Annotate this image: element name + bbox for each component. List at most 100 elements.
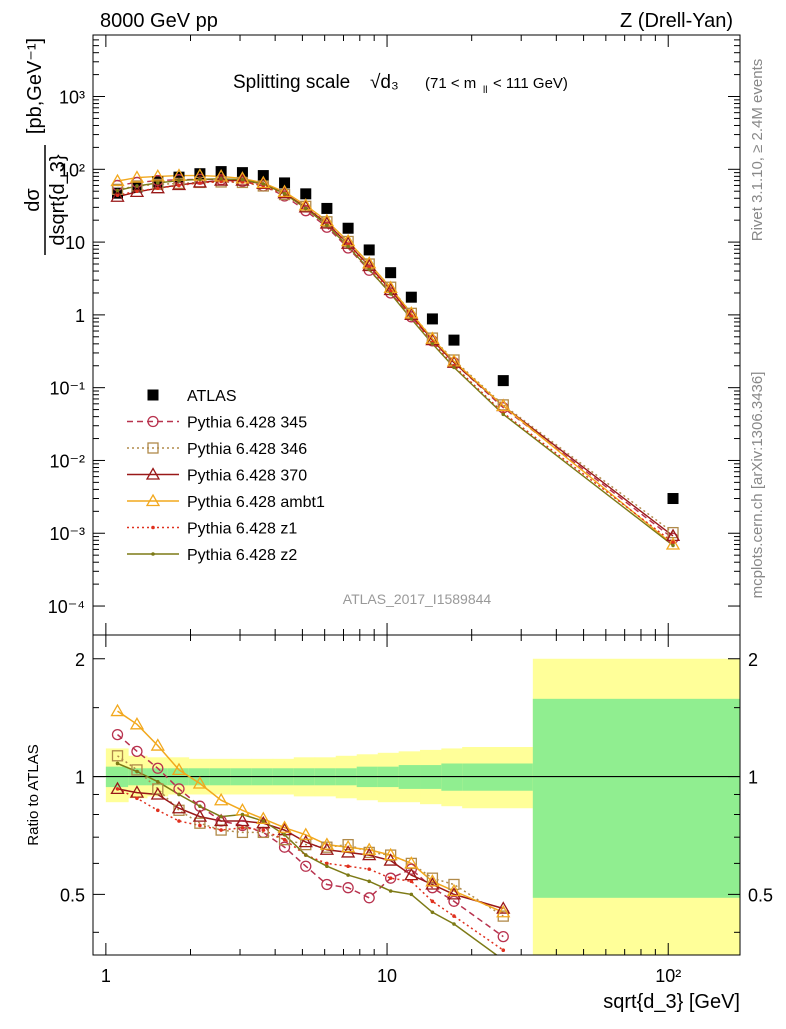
atlas-data-point — [112, 187, 124, 199]
series-point-z1 — [198, 181, 202, 185]
ratio-point-p370 — [425, 877, 440, 890]
main-panel-frame — [92, 34, 741, 636]
ratio-point-p345 — [300, 860, 312, 872]
process-label: Z (Drell-Yan) — [620, 10, 733, 32]
series-point-z2 — [430, 342, 435, 346]
ratio-point-z2 — [115, 761, 120, 766]
ratio-point-ambt1 — [319, 837, 335, 850]
ylabel-denominator: dsqrt{d_3} — [47, 154, 69, 246]
atlas-data-point — [497, 375, 509, 387]
ratio-point-z1 — [135, 796, 139, 801]
series-point-p370 — [277, 185, 292, 199]
ratio-point-z1 — [198, 823, 202, 828]
ratio-point-z1 — [219, 828, 223, 832]
series-point-z2 — [198, 177, 202, 182]
x-axis-label: sqrt{d_3} [GeV] — [603, 991, 740, 1013]
ratio-point-z1 — [155, 808, 160, 813]
ratio-point-z1 — [346, 864, 350, 869]
series-point-p370 — [214, 173, 229, 186]
legend-label-p346: Pythia 6.428 346 — [187, 441, 307, 458]
series-line-ambt1 — [117, 174, 674, 546]
ratio-point-ambt1 — [171, 762, 187, 776]
ratio-point-p370 — [192, 809, 208, 822]
main-title-sub: ll — [483, 85, 487, 96]
legend-marker-z1 — [151, 525, 155, 530]
series-point-p370 — [192, 175, 208, 188]
ratio-point-p370 — [171, 800, 187, 814]
mcplots-label: mcplots.cern.ch [arXiv:1306.3436] — [749, 372, 766, 599]
series-point-ambt1 — [129, 170, 145, 183]
legend-label-z2: Pythia 6.428 z2 — [187, 547, 297, 564]
ratio-point-ambt1 — [256, 811, 271, 824]
ratio-y-label: Ratio to ATLAS — [25, 744, 42, 845]
y-tick-label: 10² — [59, 160, 85, 180]
ratio-point-z1 — [177, 819, 181, 823]
main-title-range: (71 < m — [425, 75, 476, 92]
ratio-point-ambt1 — [192, 776, 208, 789]
ratio-point-p345 — [342, 882, 354, 894]
atlas-data-point — [667, 493, 679, 505]
ratio-point-z1 — [501, 948, 506, 953]
series-point-z2 — [346, 244, 350, 249]
atlas-data-point — [257, 170, 269, 182]
series-line-p345 — [117, 178, 674, 539]
ratio-point-z2 — [282, 832, 287, 837]
legend-marker-z2 — [151, 552, 155, 556]
series-point-z1 — [135, 189, 139, 194]
ratio-point-p345 — [152, 762, 164, 774]
ratio-point-ambt1 — [214, 792, 229, 806]
ratio-point-ambt1 — [110, 703, 125, 717]
series-point-p370 — [129, 184, 145, 198]
series-point-z1 — [219, 179, 223, 184]
main-series-lines — [117, 174, 674, 546]
ratio-y-tick-label: 2 — [75, 650, 85, 670]
atlas-data-point — [300, 188, 312, 200]
main-title-text: Splitting scale — [233, 72, 350, 93]
y-tick-label: 10⁻¹ — [49, 379, 85, 399]
series-point-z2 — [671, 543, 675, 548]
ratio-y-tick-label: 0.5 — [60, 885, 85, 905]
x-tick-label: 1 — [101, 966, 111, 986]
ratio-point-ambt1 — [404, 856, 419, 869]
series-point-z2 — [240, 177, 245, 182]
x-tick-label: 10² — [655, 966, 681, 986]
ratio-point-p345 — [385, 872, 397, 884]
ratio-point-z2 — [430, 910, 435, 915]
series-point-z1 — [115, 193, 120, 198]
ratio-point-ambt1 — [425, 873, 440, 887]
series-point-z2 — [409, 317, 414, 321]
ratio-point-z1 — [282, 837, 287, 842]
ylabel-unit: [pb,GeV⁻¹] — [24, 38, 46, 134]
ratio-point-p346 — [194, 817, 206, 829]
ratio-point-ambt1 — [340, 839, 356, 853]
main-series-markers — [110, 166, 681, 550]
ratio-point-ambt1 — [362, 842, 377, 855]
ratio-point-p345 — [497, 930, 509, 943]
main-y-label: dσ dsqrt{d_3} [pb,GeV⁻¹] — [22, 38, 69, 255]
ratio-point-ambt1 — [383, 847, 398, 861]
series-point-z1 — [671, 540, 675, 545]
atlas-data-point — [448, 334, 460, 346]
ratio-point-z1 — [325, 861, 329, 866]
ratio-point-z1 — [388, 876, 393, 880]
series-line-z1 — [117, 180, 674, 543]
ratio-point-p370 — [298, 834, 313, 848]
ratio-point-z1 — [452, 914, 456, 918]
ratio-point-ambt1 — [446, 883, 462, 897]
series-point-z2 — [135, 184, 139, 188]
ratio-point-p345 — [111, 728, 124, 741]
series-point-z2 — [388, 291, 393, 296]
ratio-uncertainty-bands — [105, 658, 740, 955]
ratio-series-lines — [117, 710, 504, 955]
ratio-point-p346 — [131, 764, 143, 776]
ratio-point-z2 — [240, 812, 245, 817]
atlas-data-point — [385, 267, 397, 279]
ratio-point-p345 — [131, 745, 143, 757]
ratio-point-p345 — [363, 892, 375, 904]
series-point-ambt1 — [665, 537, 681, 550]
ratio-y-tick-label-right: 0.5 — [748, 885, 773, 905]
y-tick-label: 10³ — [59, 88, 85, 108]
y-tick-label: 10 — [65, 233, 85, 253]
series-point-z2 — [325, 223, 329, 228]
series-point-z2 — [155, 181, 160, 185]
